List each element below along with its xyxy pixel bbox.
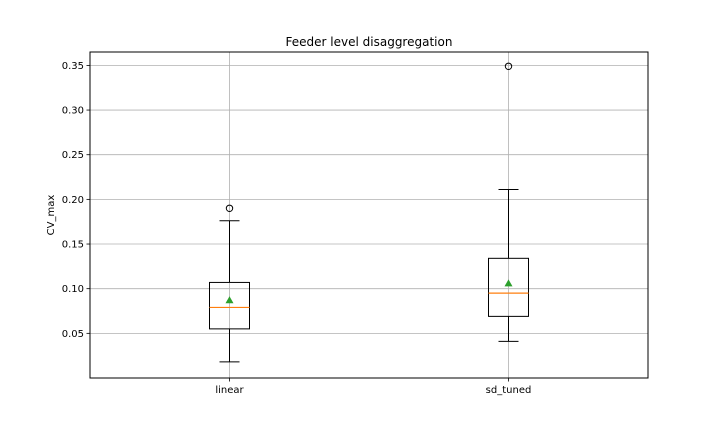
outlier-point bbox=[504, 62, 513, 70]
y-axis-label: CV_max bbox=[46, 195, 57, 236]
y-tick-label: 0.05 bbox=[62, 329, 84, 340]
outlier-point bbox=[225, 204, 234, 213]
box-sd_tuned bbox=[488, 62, 529, 342]
x-tick-label: sd_tuned bbox=[486, 385, 532, 396]
iqr-box bbox=[209, 281, 250, 330]
y-tick-label: 0.30 bbox=[62, 106, 84, 117]
x-tick-label: linear bbox=[215, 385, 244, 396]
box-linear bbox=[209, 204, 250, 363]
y-tick-label: 0.15 bbox=[62, 240, 84, 251]
grid-lines bbox=[90, 52, 648, 378]
plot-frame bbox=[89, 51, 649, 379]
y-tick-label: 0.20 bbox=[62, 195, 84, 206]
boxes bbox=[209, 62, 529, 363]
mean-marker bbox=[225, 296, 234, 304]
chart-title: Feeder level disaggregation bbox=[286, 35, 453, 49]
iqr-box bbox=[488, 257, 529, 317]
mean-marker bbox=[504, 279, 513, 287]
axis-ticks: 0.05 0.10 0.15 0.20 0.25 0.30 0.35 linear sd_tun… bbox=[62, 61, 532, 396]
y-tick-label: 0.10 bbox=[62, 284, 84, 295]
y-tick-label: 0.25 bbox=[62, 150, 84, 161]
y-tick-label: 0.35 bbox=[62, 61, 84, 72]
